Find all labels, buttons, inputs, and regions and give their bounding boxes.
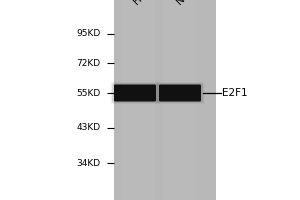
Bar	[122, 0, 154, 200]
Text: 55KD: 55KD	[76, 88, 100, 98]
Text: NIH3T3: NIH3T3	[174, 0, 208, 6]
Text: 34KD: 34KD	[76, 158, 100, 168]
Bar	[164, 0, 196, 200]
Text: 95KD: 95KD	[76, 29, 100, 38]
Text: E2F1: E2F1	[222, 88, 248, 98]
FancyBboxPatch shape	[159, 84, 201, 101]
FancyBboxPatch shape	[112, 83, 158, 103]
Text: 43KD: 43KD	[76, 123, 100, 132]
FancyBboxPatch shape	[114, 84, 156, 101]
Text: 72KD: 72KD	[76, 58, 100, 68]
Bar	[114, 0, 216, 200]
FancyBboxPatch shape	[111, 82, 159, 104]
FancyBboxPatch shape	[156, 82, 204, 104]
FancyBboxPatch shape	[157, 83, 203, 103]
Text: HeLa: HeLa	[131, 0, 157, 6]
